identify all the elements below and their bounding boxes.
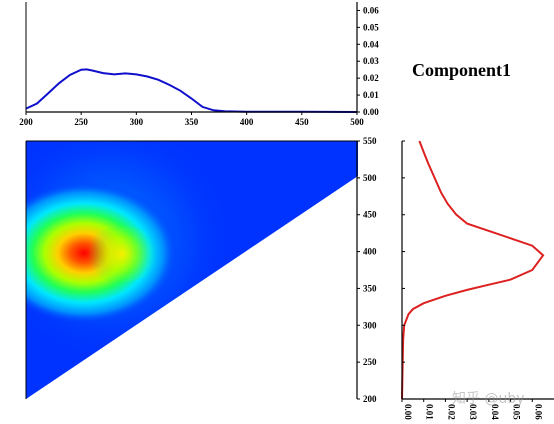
excitation-x-tick-label: 0.01 — [425, 404, 435, 420]
eem-masked-region — [26, 176, 358, 399]
emission-panel: 200 250 300 350 400 450 500 0.000.010.020.030.… — [19, 2, 379, 127]
eem-y-ticks: 200 250 300 350 400 450 500 550 — [357, 136, 377, 404]
eem-y-tick-label: 550 — [363, 136, 377, 146]
emission-y-tick-label: 0.00 — [363, 107, 379, 117]
emission-y-tick-label: 0.02 — [363, 73, 379, 83]
emission-x-tick-label: 300 — [130, 117, 144, 127]
eem-contour — [26, 141, 358, 399]
emission-x-tick-label: 250 — [74, 117, 88, 127]
emission-x-tick-label: 200 — [19, 117, 33, 127]
emission-x-tick-label: 350 — [185, 117, 199, 127]
emission-x-tick-label: 400 — [240, 117, 254, 127]
excitation-x-ticks: 0.00 0.01 0.02 0.03 0.04 0.05 0.06 — [401, 399, 543, 420]
watermark-text: 知乎 @uby — [452, 391, 525, 407]
emission-x-tick-label: 500 — [350, 117, 364, 127]
excitation-x-tick-label: 0.05 — [512, 404, 522, 420]
eem-y-tick-label: 300 — [363, 320, 377, 330]
excitation-x-tick-label: 0.00 — [403, 404, 413, 420]
eem-y-tick-label: 500 — [363, 173, 377, 183]
emission-x-tick-label: 450 — [295, 117, 309, 127]
eem-y-tick-label: 400 — [363, 247, 377, 257]
eem-y-tick-label: 250 — [363, 357, 377, 367]
eem-panel: 200 250 300 350 400 450 500 550 — [25, 136, 377, 404]
eem-y-tick-label: 450 — [363, 210, 377, 220]
excitation-x-tick-label: 0.02 — [446, 404, 456, 420]
emission-y-tick-label: 0.01 — [363, 90, 379, 100]
emission-y-tick-label: 0.04 — [363, 39, 379, 49]
excitation-x-tick-label: 0.04 — [490, 404, 500, 420]
eem-y-tick-label: 200 — [363, 394, 377, 404]
emission-y-tick-label: 0.03 — [363, 56, 379, 66]
excitation-y-ticks — [402, 140, 405, 400]
emission-y-ticks: 0.00 0.01 0.02 0.03 0.04 0.05 0.06 — [357, 5, 379, 117]
excitation-x-tick-label: 0.06 — [533, 404, 543, 420]
excitation-loading-line — [401, 140, 545, 400]
emission-y-tick-label: 0.06 — [363, 5, 379, 15]
eem-peak-shoulder — [82, 226, 162, 282]
emission-x-ticks: 200 250 300 350 400 450 500 — [19, 112, 364, 127]
excitation-x-tick-label: 0.03 — [468, 404, 478, 420]
excitation-panel: 0.00 0.01 0.02 0.03 0.04 0.05 0.06 — [401, 140, 554, 420]
emission-y-tick-label: 0.05 — [363, 22, 379, 32]
eem-y-tick-label: 350 — [363, 283, 377, 293]
chart-title: Component1 — [412, 60, 512, 80]
emission-loading-line — [25, 68, 358, 113]
